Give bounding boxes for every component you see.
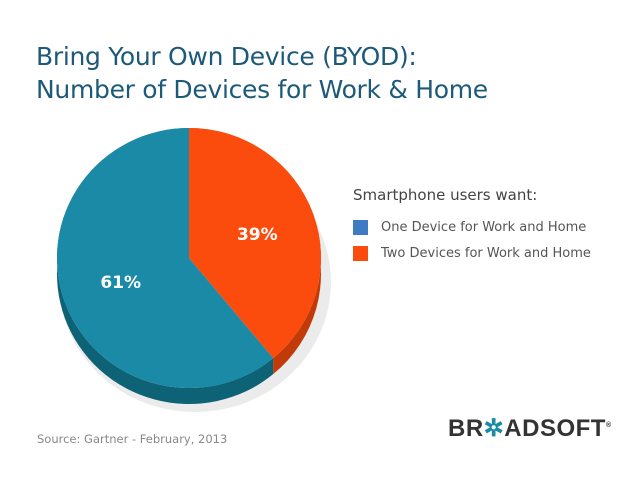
legend-swatch (353, 219, 368, 235)
legend-title: Smartphone users want: (353, 186, 538, 204)
title-line-2: Number of Devices for Work & Home (36, 75, 488, 104)
legend-label: One Device for Work and Home (381, 219, 587, 235)
chart-title: Bring Your Own Device (BYOD): Number of … (36, 40, 488, 106)
legend: Smartphone users want: One Device for Wo… (353, 186, 591, 266)
broadsoft-logo: BR✲ADSOFT® (448, 415, 612, 442)
slice-label: 39% (237, 225, 278, 245)
pie-slice-one-device (57, 128, 274, 388)
legend-label: Two Devices for Work and Home (381, 245, 591, 261)
source-note: Source: Gartner - February, 2013 (37, 432, 228, 446)
slice-side-0 (57, 128, 274, 405)
legend-swatch (353, 245, 368, 261)
legend-item-two-devices: Two Devices for Work and Home (353, 240, 591, 266)
legend-item-one-device: One Device for Work and Home (353, 214, 591, 240)
pie-slice-two-devices (189, 128, 321, 359)
title-line-1: Bring Your Own Device (BYOD): (36, 42, 417, 71)
slice-label: 61% (100, 273, 141, 293)
